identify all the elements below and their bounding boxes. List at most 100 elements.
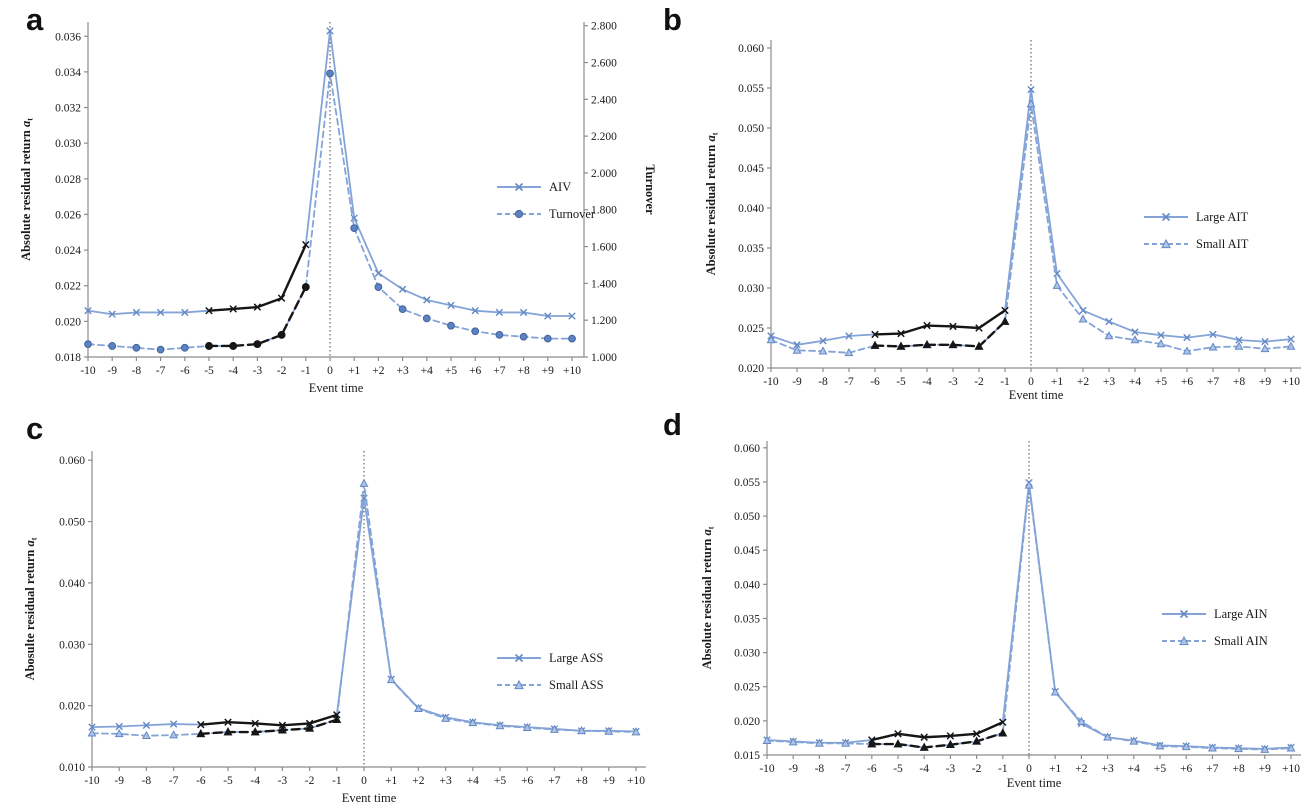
y-tick-label: 0.022	[55, 281, 81, 293]
circle-marker	[108, 342, 117, 350]
series-line	[207, 243, 307, 312]
y-tick-label: 0.050	[734, 511, 760, 523]
x-marker	[1235, 336, 1243, 344]
y-tick-label: 0.034	[55, 67, 81, 79]
x-tick-label: -10	[84, 775, 100, 787]
y-tick-label: 0.055	[734, 477, 760, 489]
triangle-marker	[441, 713, 451, 722]
y-tick-label: 0.050	[59, 517, 85, 529]
circle-marker	[156, 345, 165, 354]
triangle-marker	[114, 729, 124, 738]
y-tick-label: 0.020	[738, 363, 764, 375]
x-tick-label: 0	[1028, 376, 1034, 388]
circle-marker	[447, 321, 455, 330]
x-tick-label: +7	[548, 775, 560, 787]
triangle-marker	[841, 738, 851, 747]
x-marker	[181, 308, 189, 317]
series-line	[873, 309, 1007, 336]
y-tick-label: 0.026	[55, 209, 81, 221]
y-tick-label: 0.055	[738, 83, 764, 95]
y-tick-label: 0.060	[738, 43, 764, 55]
triangle-marker	[1078, 314, 1088, 323]
circle-marker	[132, 343, 141, 352]
x-tick-label: -10	[763, 376, 779, 388]
y-tick-label: 0.036	[55, 31, 81, 43]
triangle-marker	[631, 727, 641, 736]
triangle-marker	[844, 347, 854, 357]
y-axis-right-title: Turnover	[643, 164, 655, 215]
triangle-marker	[386, 675, 396, 684]
triangle-marker	[1050, 687, 1060, 696]
x-marker	[205, 306, 213, 315]
x-tick-label: +5	[445, 365, 457, 377]
legend-dashed-line-triangle-marker-icon	[497, 679, 541, 690]
triangle-marker	[169, 730, 179, 739]
circle-marker	[277, 331, 286, 339]
x-tick-label: +1	[385, 775, 397, 787]
x-marker	[897, 329, 905, 338]
triangle-marker	[604, 726, 614, 735]
x-tick-label: +10	[627, 775, 645, 787]
x-tick-label: +1	[1049, 763, 1061, 775]
triangle-marker	[1000, 316, 1010, 325]
legend-entry: Turnover	[496, 203, 595, 225]
x-marker	[920, 733, 928, 741]
circle-marker	[543, 334, 552, 343]
x-marker	[326, 27, 334, 35]
x-marker	[84, 306, 92, 315]
x-tick-label: +10	[563, 365, 581, 377]
circle-marker	[180, 343, 189, 352]
x-marker	[1209, 330, 1217, 339]
x-marker	[972, 730, 981, 738]
circle-marker	[205, 342, 213, 350]
y-axis-title: Absolute residual return at	[700, 526, 716, 669]
x-marker	[568, 312, 576, 320]
x-marker	[946, 732, 955, 740]
chart-b-svg: 0.020 0.025 0.030 0.035 0.040 0.045 0.050 0.055…	[704, 40, 1301, 402]
y-tick-label: 0.010	[59, 762, 85, 774]
circle-marker	[326, 69, 334, 78]
x-marker	[224, 718, 232, 726]
x-tick-label: +8	[517, 365, 529, 377]
y-axis-title: Absolute residual return at	[704, 132, 720, 275]
y-tick-label: 0.045	[738, 163, 764, 175]
x-marker	[115, 722, 123, 731]
x-tick-label: +9	[1259, 376, 1271, 388]
legend-entry: Small ASS	[496, 674, 604, 696]
circle-marker	[84, 340, 92, 349]
legend-label: Large AIN	[1214, 606, 1268, 621]
x-marker	[447, 301, 455, 310]
y-tick-label: 0.030	[59, 639, 85, 651]
x-tick-label: -5	[896, 376, 906, 388]
triangle-marker	[1129, 736, 1139, 745]
y-tick-label: 0.032	[55, 103, 81, 115]
x-tick-label: -9	[792, 376, 802, 388]
y-right-tick-label: 1.800	[591, 205, 617, 217]
legend-solid-line-x-marker-icon	[1162, 609, 1206, 619]
x-marker	[1261, 337, 1269, 346]
triangle-marker	[1104, 331, 1114, 340]
series-line	[91, 482, 637, 737]
y-right-tick-label: 2.600	[591, 57, 617, 69]
circle-marker	[398, 305, 407, 314]
y-right-tick-label: 1.400	[591, 278, 617, 290]
x-tick-label: -2	[974, 376, 984, 388]
x-tick-label: -4	[919, 763, 929, 775]
y-tick-label: 0.020	[55, 316, 81, 328]
legend-d: Large AIN Small AIN	[1161, 603, 1268, 652]
x-marker	[544, 312, 552, 320]
y-tick-label: 0.030	[738, 283, 764, 295]
x-tick-label: -5	[893, 763, 903, 775]
x-tick-label: -7	[844, 376, 854, 388]
x-tick-label: -3	[253, 365, 263, 377]
y-tick-label: 0.040	[734, 579, 760, 591]
x-tick-label: 0	[361, 775, 367, 787]
triangle-marker	[1103, 732, 1113, 741]
x-tick-label: +1	[348, 365, 360, 377]
panel-letter-d: d	[663, 407, 682, 442]
triangle-marker	[1286, 341, 1296, 350]
triangle-marker	[359, 478, 369, 487]
x-tick-label: -4	[922, 376, 932, 388]
panel-letter-b: b	[663, 2, 682, 37]
x-marker	[871, 330, 879, 339]
